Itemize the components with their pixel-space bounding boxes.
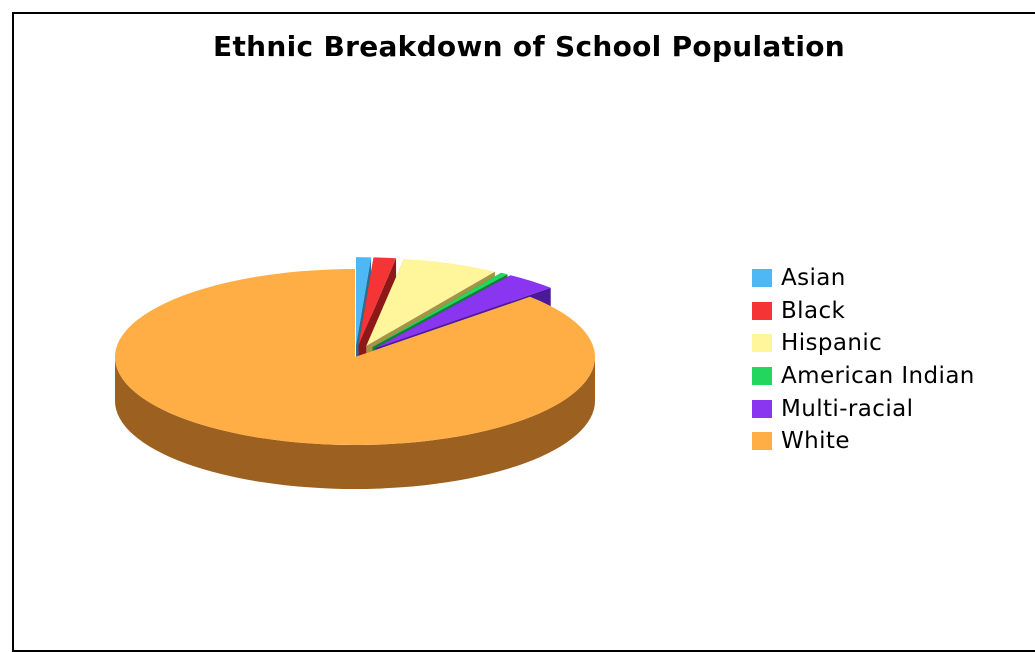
- legend-label: Hispanic: [781, 330, 882, 356]
- legend-item-white: White: [752, 425, 975, 458]
- legend-swatch: [752, 432, 772, 450]
- legend-swatch: [752, 334, 772, 352]
- legend-swatch: [752, 367, 772, 385]
- legend-label: Asian: [781, 265, 846, 291]
- legend-item-black: Black: [752, 295, 975, 328]
- legend-item-asian: Asian: [752, 262, 975, 295]
- legend-swatch: [752, 400, 772, 418]
- legend-item-hispanic: Hispanic: [752, 327, 975, 360]
- legend-swatch: [752, 269, 772, 287]
- legend-label: White: [781, 428, 850, 454]
- legend-item-multi-racial: Multi-racial: [752, 392, 975, 425]
- legend-item-american-indian: American Indian: [752, 360, 975, 393]
- legend-label: Multi-racial: [781, 396, 913, 422]
- legend: Asian Black Hispanic American Indian Multi-r…: [752, 262, 975, 458]
- legend-label: American Indian: [781, 363, 975, 389]
- legend-label: Black: [781, 298, 845, 324]
- legend-swatch: [752, 302, 772, 320]
